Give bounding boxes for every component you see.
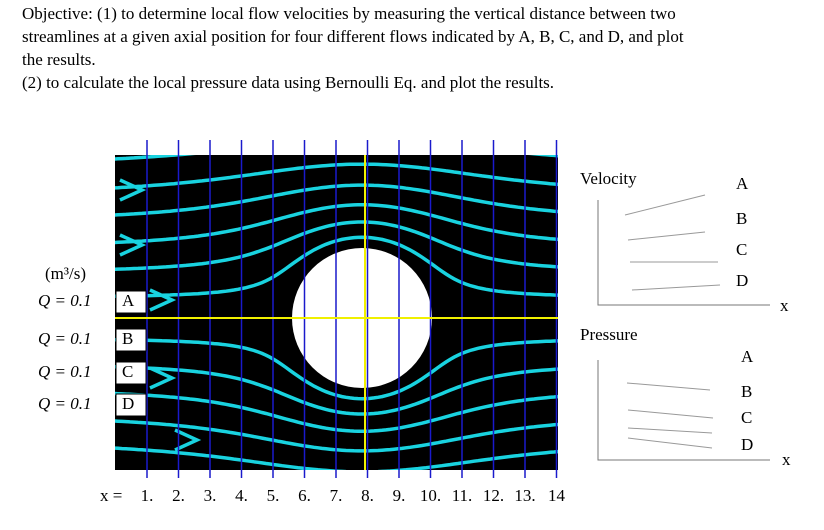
x-label: 8. [361,486,374,505]
flow-arrow [119,178,147,202]
x-prefix: x = [100,486,122,505]
velocity-label: A [736,174,749,193]
velocity-axis-label: x [780,296,789,315]
pressure-line [627,437,713,449]
flow-expression: Q = 0.1 [38,394,92,413]
x-label: 9. [393,486,406,505]
velocity-line [627,231,706,241]
velocity-label: D [736,271,748,290]
pressure-line [626,382,711,391]
x-label: 12. [483,486,504,505]
x-label: 6. [298,486,311,505]
pressure-label: B [741,382,752,401]
velocity-line [624,194,706,216]
x-labels: 1. 2. 3. 4. 5. 6. 7. 8. 9. 10. 11. 12. 13. 14 [141,486,566,505]
flow-label-box [115,290,147,314]
flow-labels: Q = 0.1 A Q = 0.1 B Q = 0.1 C Q = 0.1 D [38,290,147,417]
x-label: 10. [420,486,441,505]
flow-arrow [149,288,177,312]
streamline [115,446,558,470]
flow-arrow [119,233,147,257]
unit-label: (m³/s) [45,264,86,283]
pressure-label: A [741,347,754,366]
flow-expression: Q = 0.1 [38,362,92,381]
velocity-line [631,284,721,291]
x-label: 4. [235,486,248,505]
flow-label: A [122,291,135,310]
pressure-axis-label: x [782,450,791,469]
objective-line: the results. [22,50,96,69]
flow-label: B [122,329,133,348]
objective-line: Objective: (1) to determine local flow v… [22,4,676,23]
x-label: 13. [514,486,535,505]
x-label: 3. [204,486,217,505]
objective: Objective: (1) to determine local flow v… [22,2,684,94]
x-label: 1. [141,486,154,505]
flow-arrow [149,366,177,390]
x-label: 11. [452,486,473,505]
x-label: 7. [330,486,343,505]
velocity-title: Velocity [580,169,637,188]
flow-label-box [115,328,147,352]
flow-label-box [115,361,147,385]
velocity-label: C [736,240,747,259]
x-label: 5. [267,486,280,505]
flow-expression: Q = 0.1 [38,329,92,348]
x-label: 14 [548,486,566,505]
x-label: 2. [172,486,185,505]
pressure-axes [597,360,770,461]
objective-line: streamlines at a given axial position fo… [22,27,684,46]
velocity-axes [597,200,770,306]
pressure-lines [626,382,714,449]
pressure-line [627,409,714,419]
velocity-lines [624,194,721,291]
flow-label-box [115,393,147,417]
pressure-title: Pressure [580,325,638,344]
flow-label: D [122,394,134,413]
flow-label: C [122,362,133,381]
velocity-label: B [736,209,747,228]
objective-line: (2) to calculate the local pressure data… [22,73,555,92]
pressure-line [627,427,713,434]
pressure-label: C [741,408,752,427]
axial-lines [146,140,558,478]
flow-expression: Q = 0.1 [38,291,92,310]
pressure-label: D [741,435,753,454]
flow-arrow [174,428,202,452]
